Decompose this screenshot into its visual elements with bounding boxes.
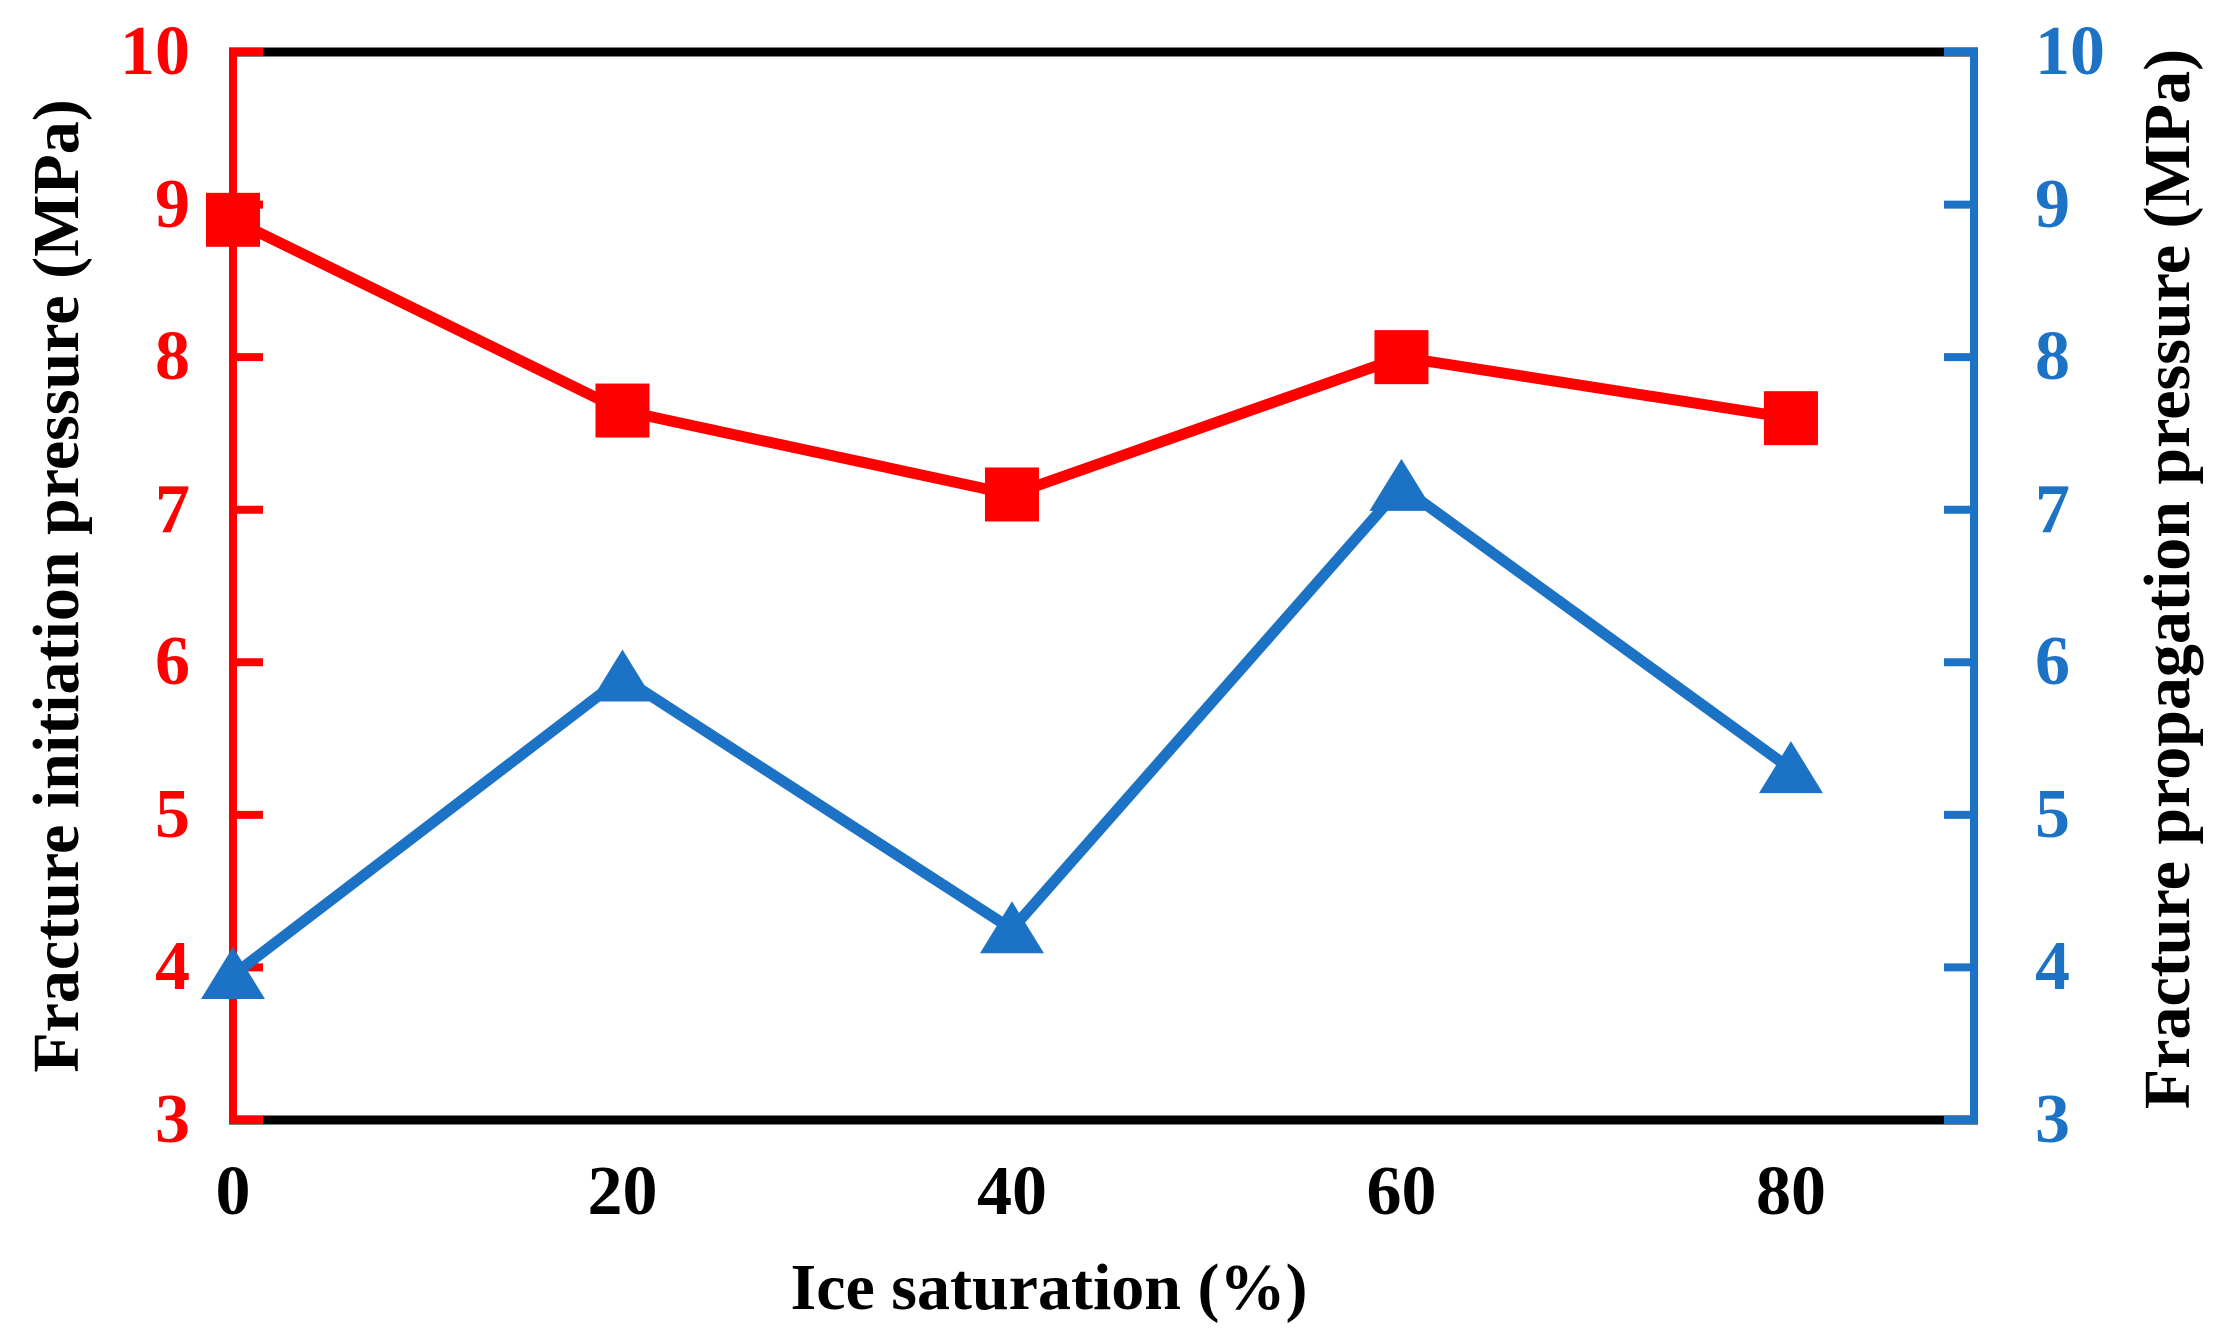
left-axis-tick-label: 9 bbox=[155, 165, 190, 243]
square-marker bbox=[595, 383, 650, 438]
right-axis-tick-label: 7 bbox=[2035, 470, 2070, 548]
triangle-marker bbox=[590, 649, 655, 702]
triangle-marker bbox=[201, 947, 265, 1000]
left-axis-title: Fracture initiation pressure (MPa) bbox=[20, 99, 93, 1073]
square-marker bbox=[984, 467, 1039, 522]
right-axis-tick-label: 4 bbox=[2035, 928, 2070, 1006]
left-axis-tick-label: 10 bbox=[120, 13, 190, 90]
right-axis-tick-label: 5 bbox=[2035, 775, 2070, 853]
square-marker bbox=[206, 192, 260, 247]
x-axis-tick-label: 20 bbox=[587, 1153, 658, 1230]
left-axis-tick-label: 8 bbox=[155, 318, 190, 396]
left-axis-tick-label: 7 bbox=[155, 470, 190, 548]
right-axis-title: Fracture propagation pressure (MPa) bbox=[2131, 48, 2204, 1110]
right-axis-tick-label: 9 bbox=[2035, 165, 2070, 243]
series-line-fracture-initiation-pressure bbox=[227, 214, 1797, 500]
left-axis-tick-label: 4 bbox=[155, 928, 190, 1006]
square-marker bbox=[1763, 391, 1818, 446]
right-axis-tick-label: 6 bbox=[2035, 623, 2070, 701]
right-axis-tick-label: 8 bbox=[2035, 318, 2070, 396]
x-axis-title: Ice saturation (%) bbox=[790, 1251, 1308, 1324]
right-axis-tick-label: 3 bbox=[2035, 1081, 2070, 1158]
left-axis-tick-label: 3 bbox=[155, 1081, 190, 1158]
x-axis-tick-label: 0 bbox=[215, 1153, 251, 1230]
x-axis-tick-label: 80 bbox=[1755, 1153, 1826, 1230]
triangle-marker bbox=[979, 901, 1044, 954]
left-axis-tick-label: 6 bbox=[155, 623, 190, 701]
right-axis-tick-label: 10 bbox=[2035, 13, 2105, 90]
x-axis-tick-label: 60 bbox=[1366, 1153, 1437, 1230]
triangle-marker bbox=[1758, 741, 1823, 794]
triangle-marker bbox=[1369, 458, 1434, 511]
left-axis-tick-label: 5 bbox=[155, 775, 190, 853]
x-axis-tick-label: 40 bbox=[976, 1153, 1047, 1230]
square-marker bbox=[1374, 330, 1429, 385]
